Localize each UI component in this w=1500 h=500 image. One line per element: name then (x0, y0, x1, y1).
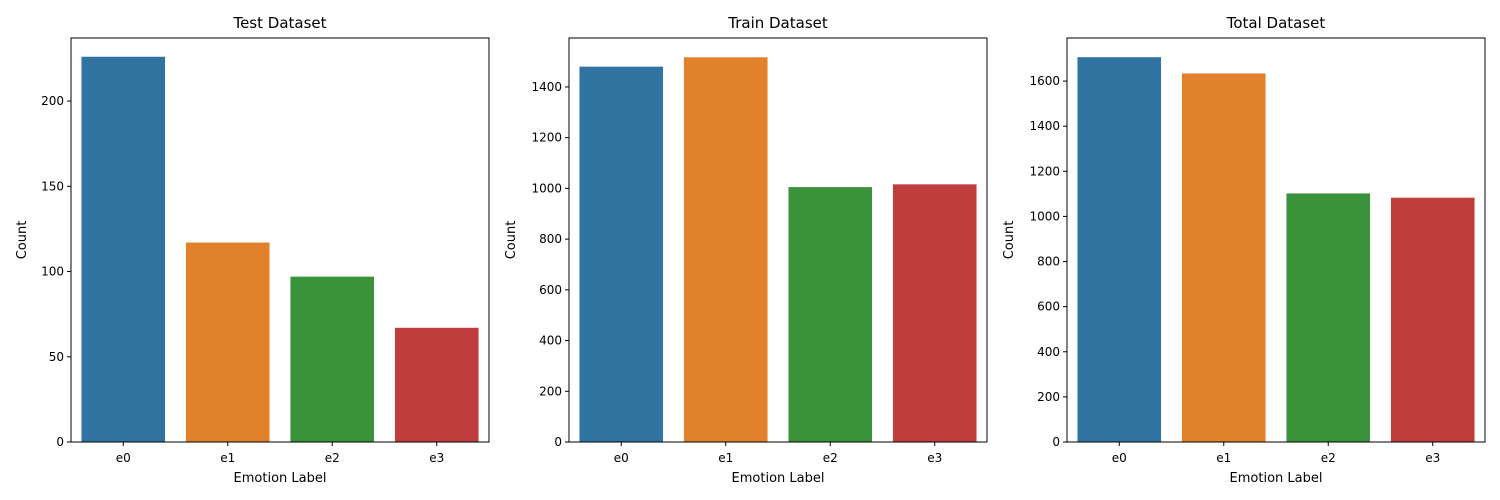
subplot-total: Total Dataset 0 200 400 600 800 1000 1200 1400 1… (1002, 14, 1486, 486)
x-tick-label: e1 (718, 451, 733, 465)
bar-e2 (1286, 193, 1371, 442)
x-ticks: e0 e1 e2 e3 (614, 442, 942, 465)
y-ticks: 0 50 100 150 200 (41, 94, 71, 449)
y-tick-label: 1000 (1029, 209, 1060, 223)
y-tick-label: 800 (539, 232, 562, 246)
y-axis-label: Count (504, 221, 519, 260)
subplot-test: Test Dataset 0 50 100 150 200 e0 e1 e2 e3 Emoti… (15, 14, 490, 486)
bar-e1 (185, 242, 270, 442)
bars (81, 56, 479, 442)
x-tick-label: e1 (220, 451, 235, 465)
bar-e3 (1390, 197, 1475, 442)
bar-e0 (1077, 57, 1162, 442)
y-tick-label: 50 (49, 350, 64, 364)
y-tick-label: 400 (1037, 345, 1060, 359)
bars (579, 57, 977, 443)
y-tick-label: 1600 (1029, 74, 1060, 88)
bar-e1 (1181, 73, 1266, 442)
axes-frame (1066, 37, 1486, 443)
axes-frame (568, 37, 988, 443)
x-ticks: e0 e1 e2 e3 (116, 442, 444, 465)
y-tick-label: 0 (554, 435, 562, 449)
x-ticks: e0 e1 e2 e3 (1112, 442, 1440, 465)
y-tick-label: 200 (539, 384, 562, 398)
x-tick-label: e3 (1425, 451, 1440, 465)
bar-e3 (394, 327, 479, 442)
x-tick-label: e3 (927, 451, 942, 465)
x-tick-label: e0 (1112, 451, 1127, 465)
y-tick-label: 600 (539, 283, 562, 297)
bar-e1 (683, 57, 768, 443)
y-tick-label: 800 (1037, 255, 1060, 269)
subplot-train: Train Dataset 0200400600800100012001400 … (504, 14, 988, 486)
y-tick-label: 0 (1052, 435, 1060, 449)
x-axis-label: Emotion Label (234, 471, 327, 486)
y-ticks: 0 200 400 600 800 1000 1200 1400 1600 (1029, 74, 1067, 449)
y-tick-label: 1400 (531, 80, 562, 94)
y-tick-label: 600 (1037, 300, 1060, 314)
y-tick-label: 100 (41, 265, 64, 279)
bar-e2 (290, 276, 375, 442)
bars (1077, 57, 1475, 442)
x-axis-label: Emotion Label (1230, 471, 1323, 486)
y-ticks: 0 200 400 600 800 1000 1200 1400 (531, 80, 569, 449)
y-tick-label: 1200 (1029, 164, 1060, 178)
bar-e3 (892, 184, 977, 442)
x-tick-label: e2 (1321, 451, 1336, 465)
axes-frame (70, 37, 490, 443)
x-tick-label: e1 (1216, 451, 1231, 465)
y-axis-label: Count (15, 221, 30, 260)
y-tick-label: 1200 (531, 131, 562, 145)
x-tick-label: e3 (429, 451, 444, 465)
y-axis-label: Count (1002, 221, 1017, 260)
y-tick-label: 1000 (531, 181, 562, 195)
y-tick-label: 200 (41, 94, 64, 108)
chart-title: Test Dataset (232, 14, 326, 32)
y-tick-label: 400 (539, 334, 562, 348)
y-tick-label: 0 (56, 435, 64, 449)
y-tick-label: 150 (41, 179, 64, 193)
bar-e0 (81, 56, 166, 442)
chart-title: Train Dataset (727, 14, 828, 32)
x-tick-label: e2 (823, 451, 838, 465)
x-axis-label: Emotion Label (732, 471, 825, 486)
x-tick-label: e0 (614, 451, 629, 465)
bar-e2 (788, 187, 873, 442)
x-tick-label: e0 (116, 451, 131, 465)
x-tick-label: e2 (325, 451, 340, 465)
chart-title: Total Dataset (1226, 14, 1326, 32)
bar-e0 (579, 66, 664, 443)
y-tick-label: 200 (1037, 390, 1060, 404)
y-tick-label: 1400 (1029, 119, 1060, 133)
